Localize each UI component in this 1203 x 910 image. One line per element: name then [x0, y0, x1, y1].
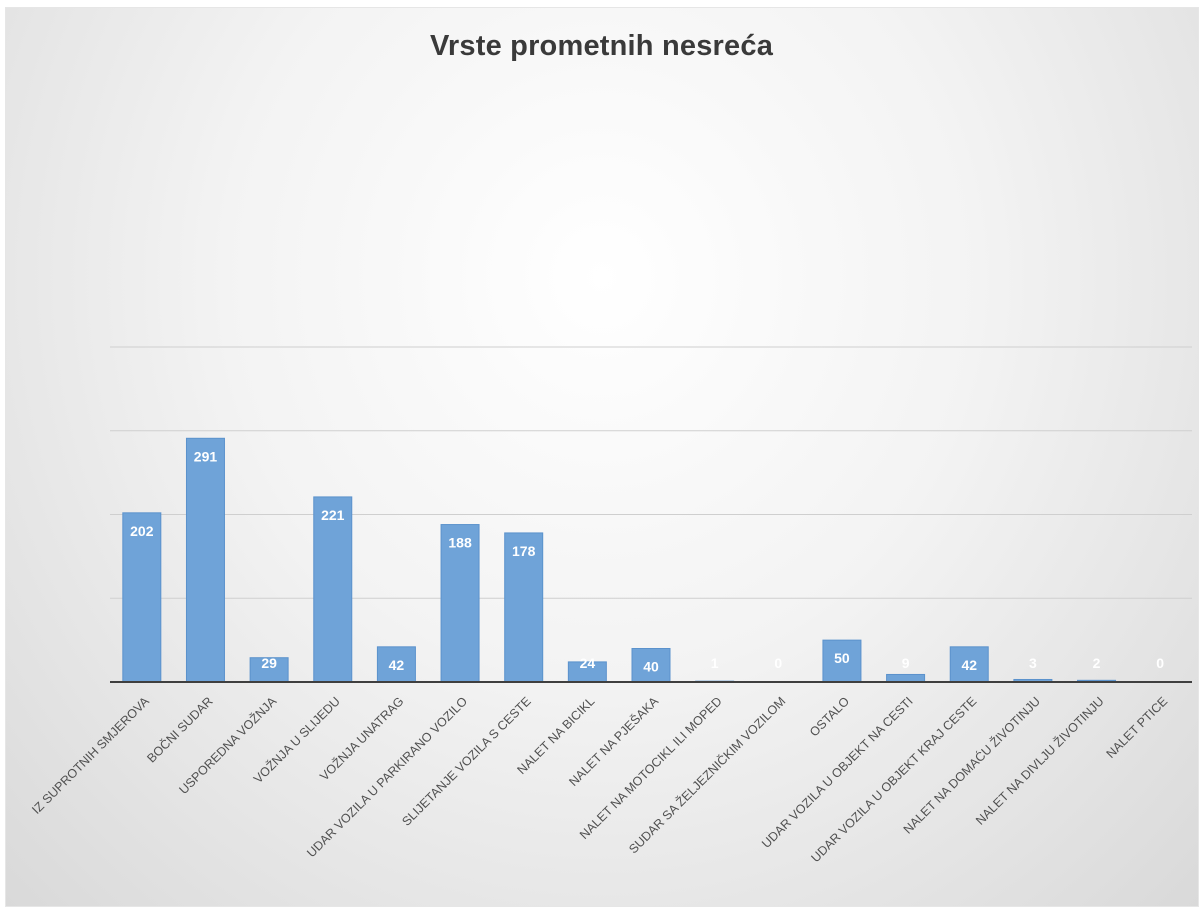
chart-title: Vrste prometnih nesreća: [429, 30, 774, 62]
bar: [440, 524, 480, 683]
data-label: 202: [130, 523, 154, 539]
bar: [122, 512, 162, 683]
category-label: OSTALO: [807, 694, 852, 739]
data-label: 42: [961, 657, 977, 673]
data-label: 3: [1029, 655, 1037, 671]
category-label: NALET NA DOMAĆU ŽIVOTINJU: [900, 694, 1043, 837]
data-label: 1: [711, 655, 719, 671]
gridlines: [110, 346, 1192, 599]
category-label: NALET PTICE: [1104, 694, 1171, 761]
data-label: 29: [261, 655, 277, 671]
data-label: 221: [321, 507, 345, 523]
bars: [122, 437, 1117, 683]
data-label: 2: [1093, 655, 1101, 671]
bar: [249, 657, 289, 683]
category-label: NALET NA MOTOCIKL ILI MOPED: [577, 694, 725, 842]
data-label: 24: [580, 655, 596, 671]
bar: [185, 437, 225, 683]
value-labels: 202 291 29 221 42 188 178 24 40 1 0 50 9 42 3 2 0: [130, 448, 1164, 674]
data-label: 0: [1156, 655, 1164, 671]
data-label: 50: [834, 650, 850, 666]
data-label: 188: [448, 535, 472, 551]
data-label: 291: [194, 448, 218, 464]
bar: [313, 496, 353, 683]
bar: [504, 532, 544, 683]
data-label: 178: [512, 543, 536, 559]
data-label: 42: [389, 657, 405, 673]
data-label: 0: [774, 655, 782, 671]
category-label: BOČNI SUDAR: [144, 694, 216, 766]
bar: [886, 673, 926, 683]
category-label: SLIJETANJE VOZILA S CESTE: [399, 694, 534, 829]
category-label: IZ SUPROTNIH SMJEROVA: [29, 694, 152, 817]
bar: [949, 646, 989, 683]
data-label: 40: [643, 659, 659, 675]
data-label: 9: [902, 655, 910, 671]
category-label: NALET NA DIVLJU ŽIVOTINJU: [972, 694, 1106, 828]
